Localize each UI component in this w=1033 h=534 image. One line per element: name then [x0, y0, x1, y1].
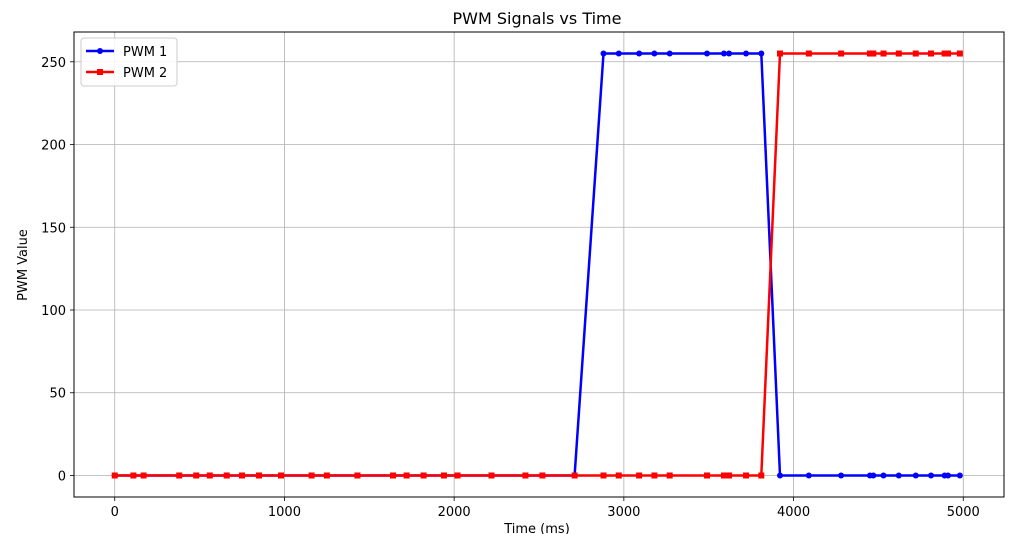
data-point-pwm-1: [880, 472, 887, 479]
chart-title: PWM Signals vs Time: [453, 9, 622, 28]
data-point-pwm-1: [666, 50, 673, 57]
data-point-pwm-2: [390, 472, 397, 479]
data-point-pwm-2: [193, 472, 200, 479]
x-tick-label: 2000: [438, 505, 471, 520]
data-point-pwm-2: [140, 472, 147, 479]
x-tick-label: 3000: [607, 505, 640, 520]
data-point-pwm-2: [651, 472, 658, 479]
data-point-pwm-1: [944, 472, 951, 479]
data-point-pwm-2: [944, 50, 951, 57]
data-point-pwm-2: [239, 472, 246, 479]
x-tick-label: 0: [111, 505, 119, 520]
data-point-pwm-1: [928, 472, 935, 479]
data-point-pwm-2: [111, 472, 118, 479]
data-point-pwm-1: [838, 472, 845, 479]
data-point-pwm-2: [255, 472, 262, 479]
data-point-pwm-2: [866, 50, 873, 57]
data-point-pwm-1: [600, 50, 607, 57]
data-point-pwm-1: [912, 472, 919, 479]
data-point-pwm-2: [539, 472, 546, 479]
data-point-pwm-2: [726, 472, 733, 479]
data-point-pwm-2: [956, 50, 963, 57]
series-pwm-2: [111, 50, 963, 479]
data-point-pwm-2: [941, 50, 948, 57]
data-point-pwm-2: [571, 472, 578, 479]
data-point-pwm-2: [870, 50, 877, 57]
data-point-pwm-2: [488, 472, 495, 479]
data-point-pwm-2: [440, 472, 447, 479]
data-point-pwm-2: [704, 472, 711, 479]
data-point-pwm-2: [206, 472, 213, 479]
data-point-pwm-1: [615, 50, 622, 57]
data-point-pwm-1: [636, 50, 643, 57]
data-point-pwm-2: [895, 50, 902, 57]
data-point-pwm-2: [600, 472, 607, 479]
y-tick-label: 200: [41, 139, 66, 154]
data-point-pwm-1: [758, 50, 765, 57]
x-axis-label: Time (ms): [503, 522, 570, 534]
data-point-pwm-2: [308, 472, 315, 479]
data-point-pwm-2: [176, 472, 183, 479]
data-point-pwm-1: [726, 50, 733, 57]
data-point-pwm-1: [870, 472, 877, 479]
data-point-pwm-2: [522, 472, 529, 479]
data-point-pwm-2: [130, 472, 137, 479]
data-point-pwm-2: [615, 472, 622, 479]
data-point-pwm-2: [636, 472, 643, 479]
x-tick-label: 4000: [777, 505, 810, 520]
data-point-pwm-2: [720, 472, 727, 479]
data-point-pwm-2: [838, 50, 845, 57]
data-point-pwm-2: [403, 472, 410, 479]
legend-marker-pwm-1: [97, 48, 103, 54]
series-layer: [111, 50, 963, 479]
grid-lines: [74, 32, 1004, 497]
legend: PWM 1 PWM 2: [80, 37, 178, 87]
y-tick-label: 150: [41, 221, 66, 236]
data-point-pwm-2: [420, 472, 427, 479]
series-line-pwm-2: [114, 52, 960, 477]
legend-marker-pwm-2: [97, 69, 103, 75]
data-point-pwm-2: [454, 472, 461, 479]
y-tick-label: 250: [41, 56, 66, 71]
data-point-pwm-1: [805, 472, 812, 479]
data-point-pwm-2: [928, 50, 935, 57]
data-point-pwm-2: [758, 472, 765, 479]
data-point-pwm-1: [720, 50, 727, 57]
plot-frame: [73, 31, 1005, 498]
data-point-pwm-1: [704, 50, 711, 57]
y-tick-label: 0: [58, 469, 66, 484]
y-tick-label: 50: [49, 387, 66, 402]
data-point-pwm-1: [743, 50, 750, 57]
data-point-pwm-2: [880, 50, 887, 57]
data-point-pwm-2: [743, 472, 750, 479]
data-point-pwm-1: [651, 50, 658, 57]
data-point-pwm-2: [805, 50, 812, 57]
legend-label-pwm-1: PWM 1: [123, 45, 167, 60]
data-point-pwm-2: [912, 50, 919, 57]
data-point-pwm-1: [956, 472, 963, 479]
data-point-pwm-2: [354, 472, 361, 479]
data-point-pwm-2: [776, 50, 783, 57]
legend-label-pwm-2: PWM 2: [123, 66, 167, 81]
data-point-pwm-2: [223, 472, 230, 479]
x-tick-label: 5000: [947, 505, 980, 520]
axis-ticks: 0 1000 2000 3000 4000 5000 0 50 100 150 200 250: [41, 56, 980, 520]
series-line-pwm-1: [114, 52, 960, 477]
data-point-pwm-1: [776, 472, 783, 479]
y-tick-label: 100: [41, 304, 66, 319]
series-pwm-1: [111, 50, 963, 479]
data-point-pwm-2: [278, 472, 285, 479]
x-tick-label: 1000: [268, 505, 301, 520]
data-point-pwm-2: [323, 472, 330, 479]
y-axis-label: PWM Value: [16, 229, 31, 301]
data-point-pwm-1: [895, 472, 902, 479]
data-point-pwm-2: [666, 472, 673, 479]
